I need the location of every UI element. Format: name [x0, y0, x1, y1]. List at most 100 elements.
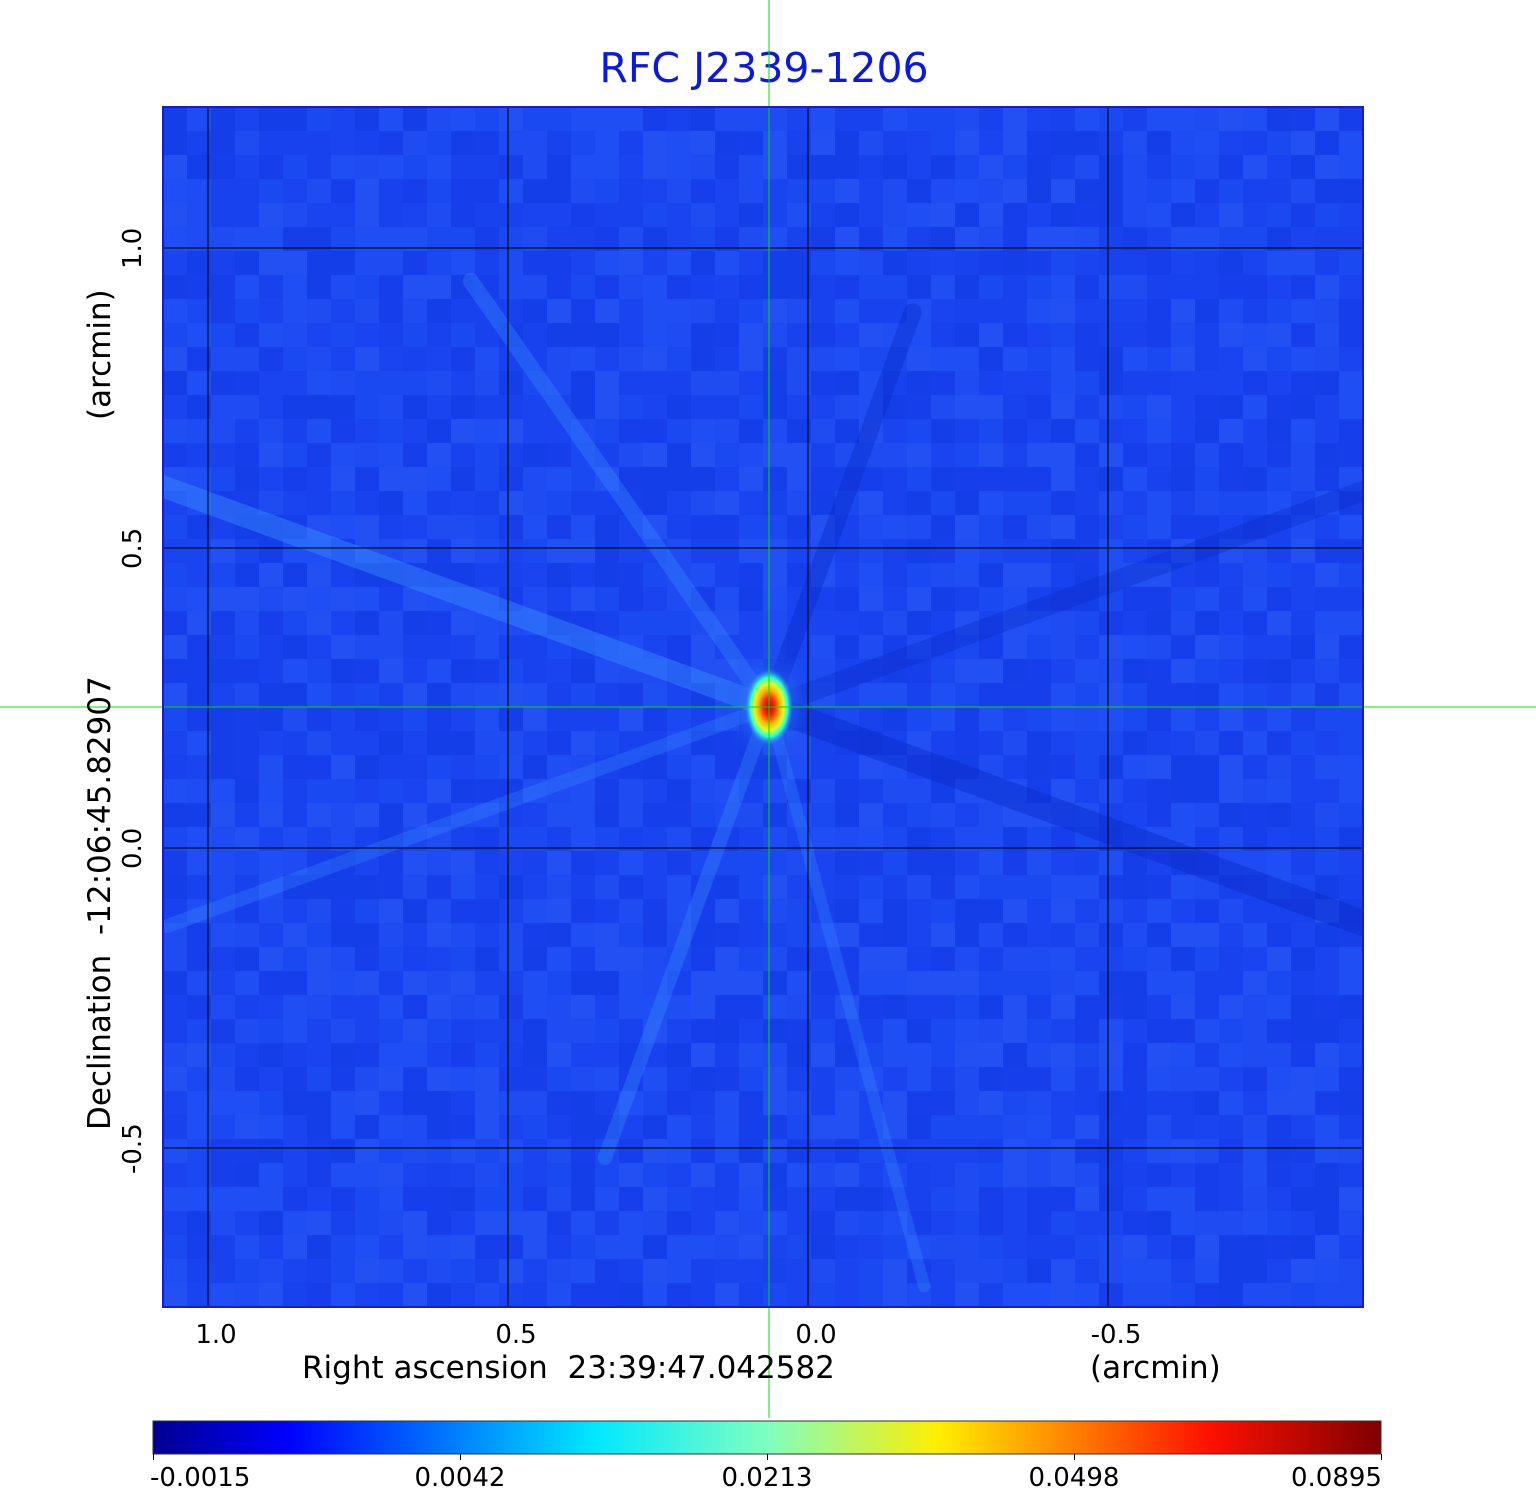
noise-pixel	[1267, 203, 1291, 227]
noise-pixel	[739, 227, 763, 251]
noise-pixel	[1099, 659, 1123, 683]
noise-pixel	[955, 179, 979, 203]
noise-pixel	[1003, 731, 1027, 755]
noise-pixel	[1003, 587, 1027, 611]
noise-pixel	[355, 371, 379, 395]
noise-pixel	[187, 827, 211, 851]
noise-pixel	[859, 131, 883, 155]
noise-pixel	[979, 707, 1003, 731]
noise-pixel	[1243, 899, 1267, 923]
noise-pixel	[1267, 107, 1291, 131]
noise-pixel	[1195, 899, 1219, 923]
noise-pixel	[667, 107, 691, 131]
noise-pixel	[667, 659, 691, 683]
noise-pixel	[307, 299, 331, 323]
noise-pixel	[1075, 107, 1099, 131]
noise-pixel	[235, 131, 259, 155]
noise-pixel	[619, 899, 643, 923]
noise-pixel	[355, 107, 379, 131]
noise-pixel	[1291, 563, 1315, 587]
noise-pixel	[883, 515, 907, 539]
noise-pixel	[499, 755, 523, 779]
noise-pixel	[1219, 1067, 1243, 1091]
noise-pixel	[763, 563, 787, 587]
noise-pixel	[931, 251, 955, 275]
noise-pixel	[1339, 323, 1363, 347]
noise-pixel	[523, 251, 547, 275]
noise-pixel	[1243, 611, 1267, 635]
noise-pixel	[211, 1019, 235, 1043]
noise-pixel	[835, 491, 859, 515]
noise-pixel	[547, 923, 571, 947]
noise-pixel	[187, 155, 211, 179]
noise-pixel	[499, 251, 523, 275]
noise-pixel	[499, 539, 523, 563]
noise-pixel	[667, 227, 691, 251]
noise-pixel	[1147, 851, 1171, 875]
noise-pixel	[835, 395, 859, 419]
noise-pixel	[859, 107, 883, 131]
noise-pixel	[499, 203, 523, 227]
noise-pixel	[427, 779, 451, 803]
noise-pixel	[163, 707, 187, 731]
noise-pixel	[1027, 587, 1051, 611]
noise-pixel	[1099, 467, 1123, 491]
noise-pixel	[1339, 227, 1363, 251]
noise-pixel	[1123, 443, 1147, 467]
noise-pixel	[235, 203, 259, 227]
noise-pixel	[475, 443, 499, 467]
noise-pixel	[211, 443, 235, 467]
noise-pixel	[883, 563, 907, 587]
noise-pixel	[427, 539, 451, 563]
noise-pixel	[931, 563, 955, 587]
noise-pixel	[907, 875, 931, 899]
noise-pixel	[1339, 107, 1363, 131]
noise-pixel	[931, 731, 955, 755]
noise-pixel	[1195, 587, 1219, 611]
noise-pixel	[403, 947, 427, 971]
noise-pixel	[1267, 683, 1291, 707]
noise-pixel	[499, 419, 523, 443]
noise-pixel	[907, 755, 931, 779]
noise-pixel	[1147, 179, 1171, 203]
noise-pixel	[955, 227, 979, 251]
noise-pixel	[883, 683, 907, 707]
noise-pixel	[1027, 731, 1051, 755]
noise-pixel	[379, 323, 403, 347]
noise-pixel	[1291, 707, 1315, 731]
noise-pixel	[1291, 539, 1315, 563]
noise-pixel	[1267, 659, 1291, 683]
noise-pixel	[379, 419, 403, 443]
noise-pixel	[1171, 371, 1195, 395]
noise-pixel	[883, 803, 907, 827]
y-tick-label: 1.0	[118, 227, 148, 269]
noise-pixel	[595, 1019, 619, 1043]
noise-pixel	[259, 803, 283, 827]
noise-pixel	[235, 971, 259, 995]
noise-pixel	[211, 779, 235, 803]
noise-pixel	[1099, 155, 1123, 179]
noise-pixel	[715, 419, 739, 443]
noise-pixel	[1339, 803, 1363, 827]
noise-pixel	[379, 1019, 403, 1043]
noise-pixel	[1123, 947, 1147, 971]
noise-pixel	[499, 971, 523, 995]
noise-pixel	[1099, 635, 1123, 659]
noise-pixel	[691, 995, 715, 1019]
noise-pixel	[595, 779, 619, 803]
noise-pixel	[235, 395, 259, 419]
noise-pixel	[1123, 131, 1147, 155]
noise-pixel	[1099, 251, 1123, 275]
noise-pixel	[691, 179, 715, 203]
noise-pixel	[1243, 467, 1267, 491]
noise-pixel	[691, 611, 715, 635]
noise-pixel	[259, 323, 283, 347]
colorbar-tick-mark	[1381, 1454, 1382, 1460]
noise-pixel	[643, 107, 667, 131]
noise-pixel	[403, 971, 427, 995]
noise-pixel	[955, 611, 979, 635]
noise-pixel	[547, 851, 571, 875]
noise-pixel	[571, 779, 595, 803]
noise-pixel	[1291, 227, 1315, 251]
